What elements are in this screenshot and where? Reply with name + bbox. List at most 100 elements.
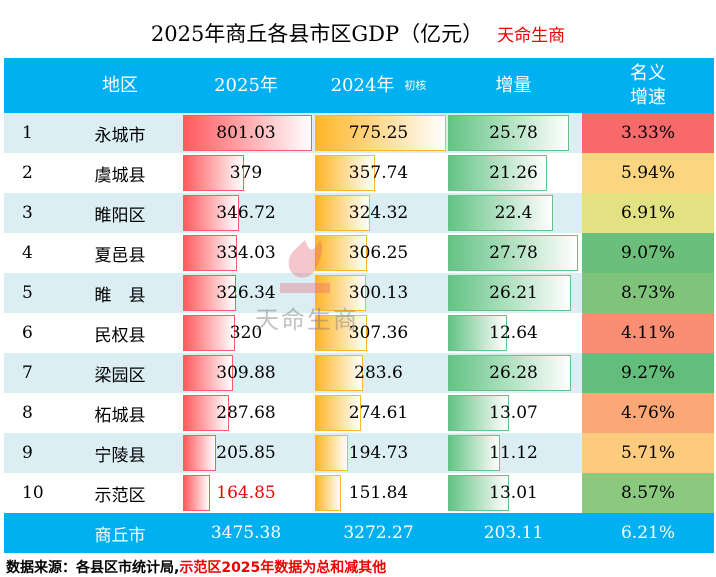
gdp-2024-cell-value: 194.73 xyxy=(348,443,409,463)
gdp-2024-cell-value: 151.84 xyxy=(348,483,409,503)
chart-title: 2025年商丘各县市区GDP（亿元） 天命生商 xyxy=(0,18,716,48)
growth-cell-value: 5.94% xyxy=(620,163,675,183)
data-bar xyxy=(315,115,446,151)
gdp-2025-cell-value: 309.88 xyxy=(216,363,276,383)
data-bar xyxy=(183,275,236,311)
growth-cell: 6.91% xyxy=(582,193,714,233)
gdp-2024-cell-value: 307.36 xyxy=(348,323,409,343)
growth-cell: 5.94% xyxy=(582,153,714,193)
gdp-2025-cell: 205.85 xyxy=(180,433,312,473)
data-bar xyxy=(315,155,376,191)
region-cell-value: 睢阳区 xyxy=(94,205,146,226)
gdp-2024-cell: 283.6 xyxy=(312,353,445,393)
gdp-2025-cell: 326.34 xyxy=(180,273,312,313)
growth-cell-value: 3.33% xyxy=(620,123,675,143)
rank-cell-value: 3 xyxy=(22,203,33,223)
header-rank xyxy=(4,58,60,113)
rank-cell: 6 xyxy=(4,313,60,353)
data-bar xyxy=(183,115,312,151)
total-increase: 203.11 xyxy=(483,523,544,543)
region-cell: 梁园区 xyxy=(60,353,180,393)
total-2025: 3475.38 xyxy=(210,523,282,543)
gdp-2025-cell: 334.03 xyxy=(180,233,312,273)
increase-cell: 13.01 xyxy=(445,473,582,513)
gdp-2024-cell: 306.25 xyxy=(312,233,445,273)
data-bar xyxy=(448,355,571,391)
increase-cell: 27.78 xyxy=(445,233,582,273)
data-bar xyxy=(315,475,341,511)
table-body: 1 永城市 801.03 775.25 25.78 3.33% 2 虞城县 379 357.74 2… xyxy=(4,113,714,513)
increase-cell-value: 27.78 xyxy=(489,243,538,263)
growth-cell-value: 5.71% xyxy=(620,443,675,463)
gdp-2024-cell: 151.84 xyxy=(312,473,445,513)
rank-cell: 7 xyxy=(4,353,60,393)
data-bar xyxy=(315,275,366,311)
gdp-2024-cell-value: 300.13 xyxy=(348,283,409,303)
increase-cell-value: 21.26 xyxy=(489,163,538,183)
gdp-2024-cell: 324.32 xyxy=(312,193,445,233)
region-cell: 睢 县 xyxy=(60,273,180,313)
data-bar xyxy=(448,475,509,511)
growth-cell: 4.11% xyxy=(582,313,714,353)
table-row: 9 宁陵县 205.85 194.73 11.12 5.71% xyxy=(4,433,714,473)
table-row: 10 示范区 164.85 151.84 13.01 8.57% xyxy=(4,473,714,513)
rank-cell: 9 xyxy=(4,433,60,473)
table-row: 5 睢 县 326.34 300.13 26.21 8.73% xyxy=(4,273,714,313)
gdp-2024-cell-value: 324.32 xyxy=(348,203,409,223)
gdp-2025-cell-value: 334.03 xyxy=(216,243,276,263)
total-row: 商丘市 3475.38 3272.27 203.11 6.21% xyxy=(4,513,714,553)
rank-cell: 2 xyxy=(4,153,60,193)
gdp-2024-cell: 274.61 xyxy=(312,393,445,433)
rank-cell-value: 2 xyxy=(22,163,33,183)
gdp-2025-cell-value: 326.34 xyxy=(216,283,276,303)
data-bar xyxy=(315,355,363,391)
region-cell-value: 虞城县 xyxy=(94,165,146,186)
growth-cell-value: 8.57% xyxy=(620,483,675,503)
gdp-2024-cell-value: 274.61 xyxy=(348,403,409,423)
gdp-2024-cell: 194.73 xyxy=(312,433,445,473)
total-region: 商丘市 xyxy=(94,525,146,546)
region-cell-value: 示范区 xyxy=(94,485,146,506)
header-2024: 2024年 初核 xyxy=(312,58,445,113)
data-bar xyxy=(183,155,245,191)
increase-cell: 26.21 xyxy=(445,273,582,313)
rank-cell: 5 xyxy=(4,273,60,313)
data-bar xyxy=(448,315,508,351)
increase-cell-value: 11.12 xyxy=(489,443,538,463)
increase-cell: 13.07 xyxy=(445,393,582,433)
growth-cell: 8.57% xyxy=(582,473,714,513)
header-increase: 增量 xyxy=(495,74,532,96)
increase-cell-value: 22.4 xyxy=(494,203,533,223)
gdp-2024-cell: 300.13 xyxy=(312,273,445,313)
title-text: 2025年商丘各县市区GDP（亿元） xyxy=(150,22,484,46)
rank-cell-value: 7 xyxy=(22,363,33,383)
region-cell: 宁陵县 xyxy=(60,433,180,473)
data-bar xyxy=(448,435,501,471)
gdp-2025-cell-value: 379 xyxy=(229,163,263,183)
region-cell: 夏邑县 xyxy=(60,233,180,273)
gdp-2024-cell: 775.25 xyxy=(312,113,446,153)
source-note-red: 示范区2025年数据为总和减其他 xyxy=(179,560,387,576)
gdp-2025-cell: 379 xyxy=(180,153,312,193)
growth-cell: 3.33% xyxy=(582,113,714,153)
growth-cell: 9.27% xyxy=(582,353,714,393)
gdp-2025-cell-value: 346.72 xyxy=(216,203,276,223)
gdp-2025-cell: 309.88 xyxy=(180,353,312,393)
region-cell-value: 永城市 xyxy=(94,125,146,146)
rank-cell: 3 xyxy=(4,193,60,233)
source-note-black: 数据来源：各县区市统计局, xyxy=(6,560,180,576)
gdp-table: 地区 2025年 2024年 初核 增量 名义 增速 1 永城市 801.03 775.2… xyxy=(4,58,714,553)
table-row: 8 柘城县 287.68 274.61 13.07 4.76% xyxy=(4,393,714,433)
gdp-2024-cell: 307.36 xyxy=(312,313,445,353)
growth-cell-value: 6.91% xyxy=(620,203,675,223)
data-bar xyxy=(315,235,367,271)
growth-cell: 9.07% xyxy=(582,233,714,273)
region-cell: 柘城县 xyxy=(60,393,180,433)
header-growth: 名义 增速 xyxy=(582,58,714,113)
table-row: 1 永城市 801.03 775.25 25.78 3.33% xyxy=(4,113,714,153)
brand-label: 天命生商 xyxy=(497,26,566,46)
growth-cell: 4.76% xyxy=(582,393,714,433)
source-note: 数据来源：各县区市统计局,示范区2025年数据为总和减其他 xyxy=(6,557,386,577)
table-row: 7 梁园区 309.88 283.6 26.28 9.27% xyxy=(4,353,714,393)
growth-cell-value: 9.27% xyxy=(620,363,675,383)
